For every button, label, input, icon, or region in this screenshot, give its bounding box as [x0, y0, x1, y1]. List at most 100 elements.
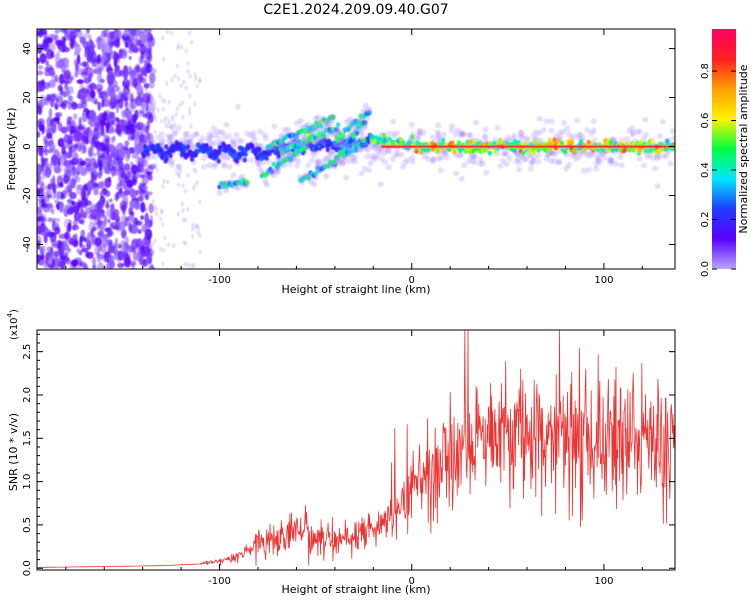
- spectrogram-cell: [408, 121, 415, 128]
- spectrogram-cell: [151, 153, 158, 160]
- spectrogram-cell: [251, 136, 258, 143]
- spectrogram-cell: [377, 181, 384, 188]
- spectrogram-cell: [103, 188, 108, 193]
- spectrogram-cell: [320, 158, 327, 165]
- spectrogram-cell: [175, 106, 179, 112]
- spectrogram-cell: [79, 166, 88, 176]
- spectrogram-cell: [392, 152, 399, 159]
- spectrogram-cell: [176, 45, 179, 51]
- spectrogram-cell: [55, 39, 64, 47]
- spectrogram-cell: [160, 97, 164, 103]
- spectrogram-cell: [531, 154, 538, 161]
- spectrogram-cell: [72, 113, 78, 120]
- spectrogram-cell: [297, 118, 304, 124]
- spectrogram-cell: [161, 184, 165, 189]
- spectrogram-cell: [211, 140, 218, 147]
- spectrogram-cell: [366, 167, 373, 174]
- spectrogram-cell: [123, 29, 129, 37]
- spectrogram-cell: [576, 132, 583, 139]
- spectrogram-cell: [170, 77, 174, 83]
- spectrogram-cell: [198, 249, 202, 255]
- spectrogram-cell: [98, 244, 102, 252]
- spectrogram-cell: [118, 97, 124, 109]
- spectrogram-cell: [170, 114, 174, 120]
- spectrogram-cell: [39, 216, 45, 221]
- spectrogram-cell: [50, 155, 59, 166]
- spectrogram-cell: [483, 169, 490, 176]
- spectrogram-cell: [101, 98, 105, 108]
- spectrogram-cell: [37, 57, 41, 65]
- spectrogram-cell: [548, 158, 555, 165]
- spectrogram-cell: [164, 122, 171, 129]
- spectrogram-cell: [91, 170, 98, 180]
- colorbar-ticks: 0.0 0.2 0.4 0.6 0.8: [700, 63, 736, 277]
- spectrogram-cell: [193, 130, 200, 137]
- spectrogram-cell: [148, 203, 154, 214]
- spectrogram-cell: [87, 44, 95, 51]
- spectrogram-cell: [145, 125, 149, 135]
- spectrogram-cell: [111, 85, 120, 93]
- spectrogram-x-tick-label: -100: [208, 275, 231, 286]
- spectrogram-cell: [149, 102, 156, 114]
- spectrogram-cell: [80, 247, 89, 253]
- spectrogram-cell: [48, 162, 53, 169]
- spectrogram-cell: [133, 46, 139, 54]
- spectrogram-cell: [264, 181, 270, 188]
- spectrogram-cell: [146, 133, 151, 140]
- spectrogram-cell: [161, 222, 165, 228]
- spectrogram-cell: [49, 96, 55, 108]
- spectrogram-cell: [68, 182, 73, 191]
- spectrogram-cell: [271, 123, 278, 130]
- spectrogram-cell: [361, 165, 368, 172]
- spectrogram-cell: [235, 184, 242, 191]
- spectrogram-cell: [111, 202, 115, 210]
- spectrogram-cell: [99, 142, 106, 152]
- spectrogram-cell: [102, 257, 109, 262]
- spectrogram-y-tick-label: 40: [22, 42, 33, 55]
- spectrogram-cell: [72, 152, 79, 165]
- spectrogram-cell: [186, 68, 190, 74]
- spectrogram-cell: [329, 114, 336, 121]
- spectrogram-cell: [155, 167, 159, 173]
- spectrogram-cell: [48, 108, 53, 119]
- spectrogram-cell: [104, 235, 110, 247]
- spectrogram-cell: [78, 261, 84, 267]
- spectrogram-cell: [100, 223, 106, 232]
- spectrogram-cell: [429, 134, 436, 141]
- spectrogram-cell: [167, 99, 171, 105]
- spectrogram-cell: [398, 151, 405, 158]
- spectrogram-cell: [144, 227, 149, 240]
- spectrogram-cell: [120, 93, 128, 99]
- spectrogram-cell: [264, 155, 269, 161]
- spectrogram-cell: [115, 221, 121, 226]
- snr-x-tick-label: 0: [409, 576, 415, 587]
- spectrogram-cell: [129, 199, 137, 209]
- spectrogram-cell: [78, 91, 86, 99]
- spectrogram-cell: [80, 229, 86, 238]
- snr-y-tick-label: 0.5: [22, 517, 33, 533]
- spectrogram-cell: [188, 30, 192, 36]
- spectrogram-cell: [119, 123, 126, 130]
- spectrogram-cell: [172, 243, 176, 249]
- spectrogram-cell: [176, 211, 180, 217]
- spectrogram-cell: [124, 98, 129, 107]
- spectrogram-cell: [96, 262, 105, 269]
- spectrogram-cell: [578, 138, 584, 144]
- spectrogram-cell: [103, 162, 110, 174]
- spectrogram-cell: [125, 167, 132, 175]
- spectrogram-cell: [390, 118, 396, 125]
- spectrogram-cell: [191, 233, 195, 239]
- spectrogram-cell: [78, 116, 82, 129]
- spectrogram-cell: [312, 174, 319, 181]
- spectrogram-cell: [216, 189, 223, 196]
- spectrogram-cell: [142, 113, 147, 118]
- spectrogram-cell: [430, 156, 437, 163]
- spectrogram-cell: [188, 106, 191, 112]
- spectrogram-cell: [555, 159, 562, 166]
- spectrogram-cell: [384, 130, 391, 137]
- spectrogram-cell: [126, 220, 131, 226]
- spectrogram-cell: [52, 250, 61, 258]
- spectrogram-cell: [331, 141, 338, 148]
- spectrogram-cell: [421, 153, 428, 160]
- spectrogram-cell: [584, 126, 591, 133]
